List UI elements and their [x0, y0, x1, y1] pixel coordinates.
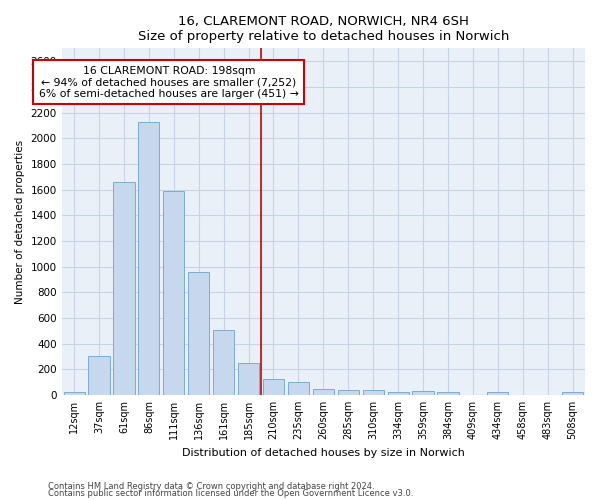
Bar [138, 122, 160, 395]
X-axis label: Distribution of detached houses by size in Norwich: Distribution of detached houses by size … [182, 448, 465, 458]
Bar [113, 182, 134, 395]
Bar [263, 379, 284, 395]
Bar [562, 392, 583, 395]
Bar [238, 363, 259, 395]
Bar [487, 392, 508, 395]
Bar [313, 388, 334, 395]
Bar [388, 392, 409, 395]
Bar [412, 391, 434, 395]
Bar [88, 356, 110, 395]
Bar [188, 272, 209, 395]
Bar [362, 390, 384, 395]
Title: 16, CLAREMONT ROAD, NORWICH, NR4 6SH
Size of property relative to detached house: 16, CLAREMONT ROAD, NORWICH, NR4 6SH Siz… [137, 15, 509, 43]
Bar [288, 382, 309, 395]
Bar [64, 392, 85, 395]
Text: Contains public sector information licensed under the Open Government Licence v3: Contains public sector information licen… [48, 489, 413, 498]
Text: Contains HM Land Registry data © Crown copyright and database right 2024.: Contains HM Land Registry data © Crown c… [48, 482, 374, 491]
Bar [163, 191, 184, 395]
Text: 16 CLAREMONT ROAD: 198sqm
← 94% of detached houses are smaller (7,252)
6% of sem: 16 CLAREMONT ROAD: 198sqm ← 94% of detac… [39, 66, 299, 99]
Bar [338, 390, 359, 395]
Bar [437, 392, 458, 395]
Y-axis label: Number of detached properties: Number of detached properties [15, 140, 25, 304]
Bar [213, 330, 234, 395]
